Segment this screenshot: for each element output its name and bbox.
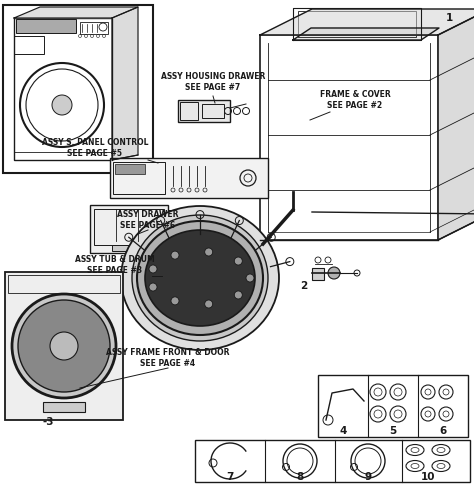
Bar [180,102,198,120]
Text: ASSY TUB & DRUM
SEE PAGE #3: ASSY TUB & DRUM SEE PAGE #3 [75,255,155,275]
Bar [260,35,438,240]
Polygon shape [260,9,474,35]
Text: ASSY FRAME FRONT & DOOR
SEE PAGE #4: ASSY FRAME FRONT & DOOR SEE PAGE #4 [106,348,230,368]
Text: FRAME & COVER
SEE PAGE #2: FRAME & COVER SEE PAGE #2 [319,91,391,110]
Text: 7: 7 [226,472,234,482]
Circle shape [234,257,242,265]
Bar [178,100,230,122]
Circle shape [18,300,110,392]
Circle shape [205,248,213,256]
Bar [14,18,112,160]
Text: 5: 5 [389,426,397,436]
Text: 10: 10 [421,472,435,482]
Bar [202,104,224,118]
Ellipse shape [132,215,268,341]
Polygon shape [293,28,439,40]
Bar [115,164,145,174]
Bar [113,162,165,194]
Circle shape [50,332,78,360]
Bar [14,152,112,160]
Bar [112,245,146,251]
Circle shape [328,267,340,279]
Bar [80,22,108,34]
Text: ASSY DRAWER
SEE PAGE #6: ASSY DRAWER SEE PAGE #6 [117,211,179,230]
Bar [3,5,153,173]
Text: ASSY S. PANEL CONTROL
SEE PAGE #5: ASSY S. PANEL CONTROL SEE PAGE #5 [42,138,148,158]
Bar [195,440,470,482]
Bar [8,275,120,293]
Bar [43,402,85,412]
Bar [318,375,468,437]
Bar [14,36,44,54]
Circle shape [12,294,116,398]
Text: 8: 8 [296,472,304,482]
Circle shape [246,274,254,282]
Bar [5,272,123,420]
Polygon shape [438,9,474,240]
Circle shape [149,265,157,273]
Circle shape [171,251,179,259]
Bar [110,158,268,198]
Circle shape [171,297,179,305]
Bar [298,11,416,37]
Ellipse shape [137,221,263,335]
Text: 6: 6 [439,426,447,436]
Text: 1: 1 [446,13,453,23]
Text: 4: 4 [339,426,346,436]
Polygon shape [14,7,138,18]
Text: 9: 9 [365,472,372,482]
Bar [94,209,164,245]
Ellipse shape [145,230,255,326]
Text: -3: -3 [42,417,54,427]
Text: 2: 2 [300,281,307,291]
Ellipse shape [121,206,279,350]
Circle shape [234,291,242,299]
Bar [90,205,168,253]
Bar [312,268,324,280]
Circle shape [205,300,213,308]
Circle shape [149,283,157,291]
Circle shape [52,95,72,115]
Bar [16,19,76,33]
Polygon shape [112,7,138,160]
Text: ASSY HOUSING DRAWER
SEE PAGE #7: ASSY HOUSING DRAWER SEE PAGE #7 [161,72,265,91]
